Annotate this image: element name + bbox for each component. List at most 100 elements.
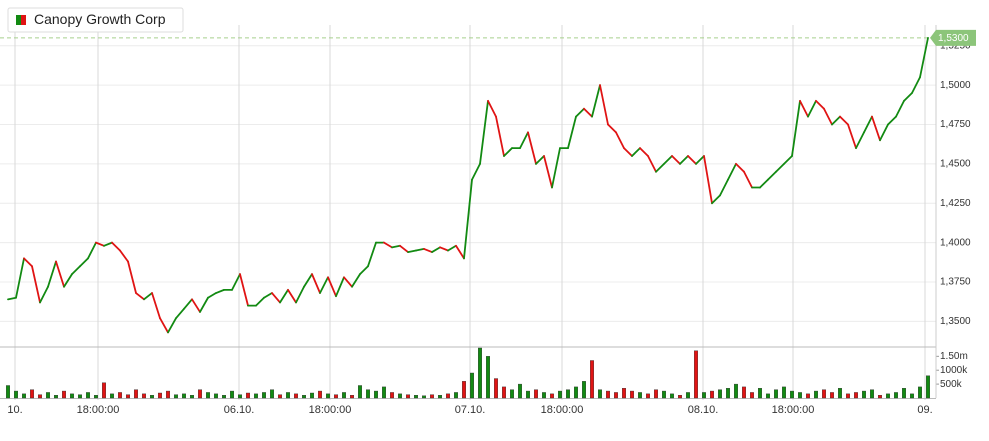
price-segment xyxy=(111,241,121,252)
price-segment xyxy=(703,155,713,205)
price-segment xyxy=(135,292,145,301)
price-segment xyxy=(479,99,489,165)
volume-bar xyxy=(590,360,595,399)
volume-bar xyxy=(750,392,755,399)
legend: Canopy Growth Corp xyxy=(7,7,184,33)
volume-bar xyxy=(534,389,539,399)
y-tick-label: 1,5000 xyxy=(940,80,971,91)
price-segment xyxy=(391,244,401,249)
volume-bar xyxy=(310,392,315,399)
price-segment xyxy=(175,307,185,320)
volume-bar xyxy=(854,392,859,399)
volume-bar xyxy=(694,350,699,399)
price-segment xyxy=(159,317,169,334)
price-segment xyxy=(23,257,33,268)
price-segment xyxy=(623,147,633,157)
last-value-badge xyxy=(930,29,976,46)
volume-bar xyxy=(358,385,363,399)
price-segment xyxy=(87,241,97,260)
volume-bar xyxy=(278,394,283,399)
volume-bar xyxy=(486,356,491,399)
price-segment xyxy=(487,99,497,118)
volume-tick-label: 1000k xyxy=(940,365,968,376)
price-segment xyxy=(119,249,129,263)
price-segment xyxy=(895,99,905,118)
price-segment xyxy=(655,162,665,173)
price-segment xyxy=(71,265,81,276)
price-segment xyxy=(231,273,241,291)
price-segment xyxy=(47,260,57,288)
volume-bar xyxy=(221,395,226,399)
price-segment xyxy=(879,123,889,142)
volume-bar xyxy=(205,392,210,399)
volume-bar xyxy=(766,393,771,399)
volume-bar xyxy=(446,393,451,399)
volume-bar xyxy=(918,386,923,399)
price-segment xyxy=(719,178,729,197)
volume-bar xyxy=(101,382,106,399)
price-segment xyxy=(735,162,745,173)
price-segment xyxy=(775,162,785,173)
x-tick-label: 08.10. xyxy=(688,404,719,416)
price-segment xyxy=(815,99,825,110)
price-segment xyxy=(783,155,793,165)
volume-bar xyxy=(197,389,202,399)
x-tick-label: 18:00:00 xyxy=(309,404,352,416)
volume-bar xyxy=(46,392,51,399)
price-segment xyxy=(911,76,921,94)
volume-bar xyxy=(366,389,371,399)
price-segment xyxy=(631,147,641,157)
volume-bar xyxy=(758,388,763,399)
volume-bar xyxy=(181,393,186,399)
price-segment xyxy=(823,107,833,126)
price-segment xyxy=(711,194,721,205)
volume-bar xyxy=(574,386,579,399)
price-segment xyxy=(455,244,465,260)
price-segment xyxy=(383,241,393,249)
volume-bar xyxy=(830,392,835,399)
volume-bar xyxy=(294,393,299,399)
volume-bar xyxy=(13,390,18,399)
price-segment xyxy=(791,99,801,157)
price-segment xyxy=(543,155,553,189)
price-segment xyxy=(191,298,201,313)
volume-bar xyxy=(173,394,178,399)
price-segment xyxy=(863,115,873,134)
price-segment xyxy=(151,292,161,320)
volume-bar xyxy=(318,390,323,399)
price-segment xyxy=(535,155,545,165)
price-segment xyxy=(15,257,25,299)
volume-tick-label: 1.50m xyxy=(940,351,968,362)
x-tick-label: 18:00:00 xyxy=(77,404,120,416)
price-segment xyxy=(423,248,433,253)
volume-bar xyxy=(726,388,731,399)
price-segment xyxy=(871,115,881,142)
price-segment xyxy=(575,107,585,118)
price-segment xyxy=(351,273,361,288)
volume-bar xyxy=(806,393,811,399)
volume-bar xyxy=(149,395,154,399)
volume-bar xyxy=(22,393,27,399)
volume-bar xyxy=(406,394,411,399)
price-segment xyxy=(63,273,73,288)
volume-bar xyxy=(382,386,387,399)
volume-bar xyxy=(374,390,379,399)
volume-bar xyxy=(910,393,915,399)
volume-bar xyxy=(262,392,267,399)
volume-bar xyxy=(286,392,291,399)
price-segment xyxy=(671,155,681,165)
volume-bar xyxy=(189,395,194,399)
volume-bar xyxy=(718,389,723,399)
volume-bar xyxy=(398,393,403,399)
price-segment xyxy=(359,265,369,276)
y-tick-label: 1,5250 xyxy=(940,40,971,51)
legend-label: Canopy Growth Corp xyxy=(34,11,166,27)
volume-bar xyxy=(62,390,67,399)
y-tick-label: 1,3750 xyxy=(940,277,971,288)
price-segment xyxy=(855,131,865,150)
y-tick-label: 1,4000 xyxy=(940,237,971,248)
price-segment xyxy=(503,147,513,157)
price-segment xyxy=(271,292,281,304)
price-segment xyxy=(903,92,913,102)
